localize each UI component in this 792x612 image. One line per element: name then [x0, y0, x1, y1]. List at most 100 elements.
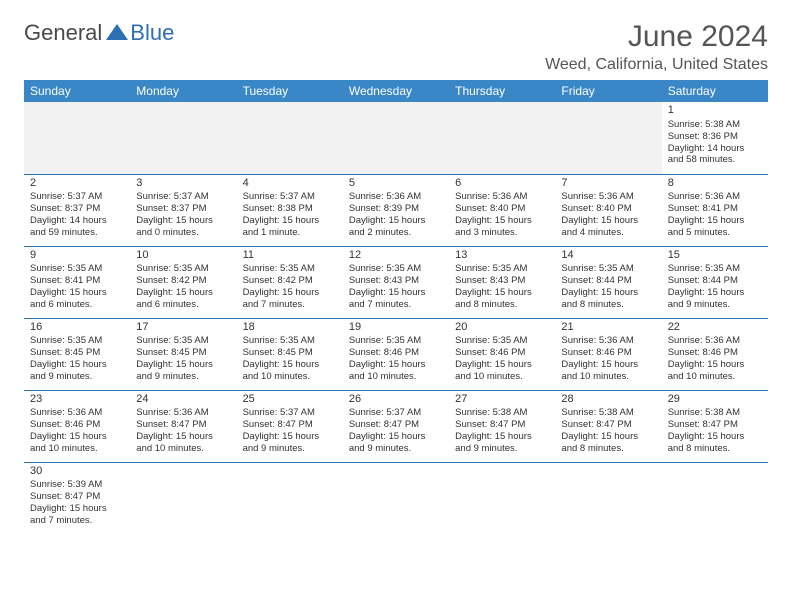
day-number: 8 [668, 177, 762, 191]
sunset-text: Sunset: 8:46 PM [349, 347, 443, 359]
sunset-text: Sunset: 8:46 PM [30, 419, 124, 431]
daylight-text: Daylight: 15 hours and 3 minutes. [455, 215, 549, 239]
sunset-text: Sunset: 8:46 PM [561, 347, 655, 359]
daylight-text: Daylight: 15 hours and 9 minutes. [243, 431, 337, 455]
daylight-text: Daylight: 15 hours and 9 minutes. [136, 359, 230, 383]
sunset-text: Sunset: 8:38 PM [243, 203, 337, 215]
daylight-text: Daylight: 15 hours and 8 minutes. [668, 431, 762, 455]
calendar-cell: 1Sunrise: 5:38 AMSunset: 8:36 PMDaylight… [662, 102, 768, 174]
sunset-text: Sunset: 8:37 PM [30, 203, 124, 215]
calendar-cell: 24Sunrise: 5:36 AMSunset: 8:47 PMDayligh… [130, 390, 236, 462]
calendar-cell: 16Sunrise: 5:35 AMSunset: 8:45 PMDayligh… [24, 318, 130, 390]
sunrise-text: Sunrise: 5:36 AM [668, 191, 762, 203]
daylight-text: Daylight: 15 hours and 1 minute. [243, 215, 337, 239]
daylight-text: Daylight: 15 hours and 9 minutes. [668, 287, 762, 311]
day-number: 10 [136, 249, 230, 263]
sunrise-text: Sunrise: 5:37 AM [349, 407, 443, 419]
day-number: 4 [243, 177, 337, 191]
sunset-text: Sunset: 8:47 PM [668, 419, 762, 431]
weekday-header: Friday [555, 80, 661, 102]
sunrise-text: Sunrise: 5:38 AM [455, 407, 549, 419]
sunrise-text: Sunrise: 5:36 AM [561, 191, 655, 203]
calendar-cell: 8Sunrise: 5:36 AMSunset: 8:41 PMDaylight… [662, 174, 768, 246]
calendar-row: 23Sunrise: 5:36 AMSunset: 8:46 PMDayligh… [24, 390, 768, 462]
sunrise-text: Sunrise: 5:36 AM [349, 191, 443, 203]
sunset-text: Sunset: 8:45 PM [136, 347, 230, 359]
calendar-cell: 13Sunrise: 5:35 AMSunset: 8:43 PMDayligh… [449, 246, 555, 318]
calendar-cell [237, 102, 343, 174]
day-number: 6 [455, 177, 549, 191]
day-number: 29 [668, 393, 762, 407]
daylight-text: Daylight: 15 hours and 10 minutes. [561, 359, 655, 383]
daylight-text: Daylight: 15 hours and 4 minutes. [561, 215, 655, 239]
daylight-text: Daylight: 15 hours and 0 minutes. [136, 215, 230, 239]
sunset-text: Sunset: 8:42 PM [136, 275, 230, 287]
calendar-cell: 6Sunrise: 5:36 AMSunset: 8:40 PMDaylight… [449, 174, 555, 246]
daylight-text: Daylight: 15 hours and 6 minutes. [30, 287, 124, 311]
day-number: 28 [561, 393, 655, 407]
calendar-cell: 17Sunrise: 5:35 AMSunset: 8:45 PMDayligh… [130, 318, 236, 390]
calendar-cell [130, 102, 236, 174]
header: General Blue June 2024 Weed, California,… [24, 20, 768, 74]
sunset-text: Sunset: 8:47 PM [243, 419, 337, 431]
calendar-cell: 22Sunrise: 5:36 AMSunset: 8:46 PMDayligh… [662, 318, 768, 390]
day-number: 16 [30, 321, 124, 335]
weekday-header-row: Sunday Monday Tuesday Wednesday Thursday… [24, 80, 768, 102]
sunrise-text: Sunrise: 5:36 AM [455, 191, 549, 203]
calendar-cell: 21Sunrise: 5:36 AMSunset: 8:46 PMDayligh… [555, 318, 661, 390]
sunrise-text: Sunrise: 5:39 AM [30, 479, 124, 491]
logo-blue-text: Blue [130, 20, 174, 46]
day-number: 15 [668, 249, 762, 263]
day-number: 20 [455, 321, 549, 335]
sunrise-text: Sunrise: 5:35 AM [668, 263, 762, 275]
day-number: 24 [136, 393, 230, 407]
daylight-text: Daylight: 15 hours and 10 minutes. [30, 431, 124, 455]
day-number: 12 [349, 249, 443, 263]
calendar-cell: 3Sunrise: 5:37 AMSunset: 8:37 PMDaylight… [130, 174, 236, 246]
day-number: 14 [561, 249, 655, 263]
calendar-row: 1Sunrise: 5:38 AMSunset: 8:36 PMDaylight… [24, 102, 768, 174]
daylight-text: Daylight: 15 hours and 10 minutes. [243, 359, 337, 383]
daylight-text: Daylight: 15 hours and 9 minutes. [455, 431, 549, 455]
day-number: 19 [349, 321, 443, 335]
sunrise-text: Sunrise: 5:35 AM [349, 335, 443, 347]
calendar-cell: 10Sunrise: 5:35 AMSunset: 8:42 PMDayligh… [130, 246, 236, 318]
day-number: 23 [30, 393, 124, 407]
sunset-text: Sunset: 8:41 PM [30, 275, 124, 287]
calendar-cell: 25Sunrise: 5:37 AMSunset: 8:47 PMDayligh… [237, 390, 343, 462]
daylight-text: Daylight: 15 hours and 9 minutes. [349, 431, 443, 455]
daylight-text: Daylight: 15 hours and 7 minutes. [243, 287, 337, 311]
sunrise-text: Sunrise: 5:35 AM [243, 263, 337, 275]
calendar-table: Sunday Monday Tuesday Wednesday Thursday… [24, 80, 768, 534]
weekday-header: Thursday [449, 80, 555, 102]
calendar-cell [449, 462, 555, 534]
logo-triangle-icon [106, 20, 128, 46]
sunrise-text: Sunrise: 5:35 AM [136, 335, 230, 347]
sunset-text: Sunset: 8:46 PM [668, 347, 762, 359]
sunset-text: Sunset: 8:36 PM [668, 131, 762, 143]
calendar-cell: 26Sunrise: 5:37 AMSunset: 8:47 PMDayligh… [343, 390, 449, 462]
calendar-cell: 5Sunrise: 5:36 AMSunset: 8:39 PMDaylight… [343, 174, 449, 246]
weekday-header: Sunday [24, 80, 130, 102]
sunset-text: Sunset: 8:47 PM [349, 419, 443, 431]
daylight-text: Daylight: 15 hours and 7 minutes. [30, 503, 124, 527]
sunrise-text: Sunrise: 5:36 AM [30, 407, 124, 419]
calendar-cell: 20Sunrise: 5:35 AMSunset: 8:46 PMDayligh… [449, 318, 555, 390]
sunrise-text: Sunrise: 5:36 AM [668, 335, 762, 347]
sunset-text: Sunset: 8:47 PM [136, 419, 230, 431]
title-block: June 2024 Weed, California, United State… [545, 20, 768, 74]
sunset-text: Sunset: 8:43 PM [349, 275, 443, 287]
sunset-text: Sunset: 8:39 PM [349, 203, 443, 215]
calendar-cell: 19Sunrise: 5:35 AMSunset: 8:46 PMDayligh… [343, 318, 449, 390]
day-number: 5 [349, 177, 443, 191]
calendar-cell: 28Sunrise: 5:38 AMSunset: 8:47 PMDayligh… [555, 390, 661, 462]
calendar-cell: 9Sunrise: 5:35 AMSunset: 8:41 PMDaylight… [24, 246, 130, 318]
sunrise-text: Sunrise: 5:37 AM [243, 407, 337, 419]
sunrise-text: Sunrise: 5:35 AM [30, 263, 124, 275]
day-number: 26 [349, 393, 443, 407]
day-number: 18 [243, 321, 337, 335]
day-number: 1 [668, 104, 762, 118]
weekday-header: Monday [130, 80, 236, 102]
sunset-text: Sunset: 8:47 PM [455, 419, 549, 431]
daylight-text: Daylight: 15 hours and 10 minutes. [668, 359, 762, 383]
